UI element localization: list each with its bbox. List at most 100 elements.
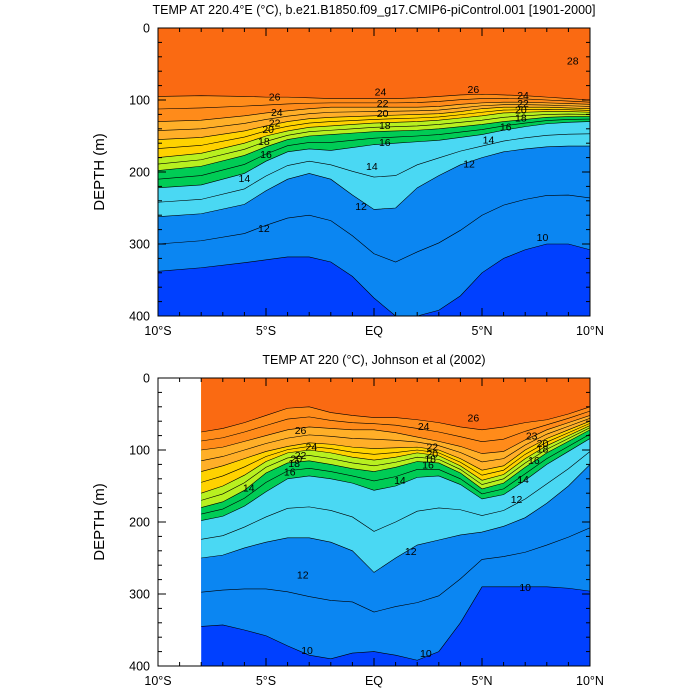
contour-label: 10 <box>519 582 531 594</box>
contour-label: 14 <box>243 482 255 494</box>
contour-line <box>158 104 590 131</box>
contour-label: 23 <box>526 431 538 443</box>
contour-label: 10 <box>301 645 313 657</box>
y-tick-label: 400 <box>129 660 150 674</box>
contour-label: 14 <box>483 135 495 147</box>
x-tick-label: EQ <box>365 674 383 688</box>
contour-label: 18 <box>515 112 527 124</box>
model-axes: 10°S 5°S EQ 5°N 10°N 0 100 200 300 400 <box>129 22 604 339</box>
contour-label: 18 <box>424 454 436 466</box>
contour-line <box>158 109 590 149</box>
contour-line <box>158 116 590 171</box>
contour-line <box>201 429 590 508</box>
observation-panel: TEMP AT 220 (°C), Johnson et al (2002) 2… <box>91 353 604 688</box>
y-tick-label: 0 <box>143 372 150 386</box>
contour-label: 18 <box>258 136 270 148</box>
contour-label: 16 <box>260 149 272 161</box>
contour-line <box>158 93 590 101</box>
contour-label: 24 <box>271 107 283 119</box>
y-tick-label: 0 <box>143 22 150 36</box>
contour-line <box>158 133 590 203</box>
contour-label: 18 <box>379 120 391 132</box>
contour-line <box>158 106 590 140</box>
observation-contour-lines <box>201 406 590 661</box>
model-panel: TEMP AT 220.4°E (°C), b.e21.B1850.f09_g1… <box>91 3 604 338</box>
model-panel-title: TEMP AT 220.4°E (°C), b.e21.B1850.f09_g1… <box>153 3 596 17</box>
x-tick-label: 10°S <box>144 324 171 338</box>
contour-label: 26 <box>468 84 480 96</box>
contour-label: 26 <box>295 425 307 437</box>
contour-line <box>158 145 590 217</box>
contour-label: 18 <box>288 458 300 470</box>
x-tick-label: EQ <box>365 324 383 338</box>
contour-label: 20 <box>262 124 274 136</box>
band-fill <box>158 28 590 100</box>
contour-line <box>158 194 590 263</box>
contour-line <box>201 433 590 515</box>
y-tick-label: 400 <box>129 310 150 324</box>
contour-label: 12 <box>355 201 367 213</box>
contour-line <box>158 98 590 110</box>
contour-label: 16 <box>284 467 296 479</box>
x-tick-label: 5°S <box>256 324 276 338</box>
x-tick-label: 10°S <box>144 674 171 688</box>
observation-contour-labels: 2624222018161426242220181614232018161412… <box>243 413 549 660</box>
y-tick-label: 100 <box>129 444 150 458</box>
contour-line <box>201 406 590 433</box>
contour-line <box>158 111 590 158</box>
contour-label: 20 <box>515 104 527 116</box>
contour-label: 22 <box>269 117 281 129</box>
contour-label: 16 <box>379 137 391 149</box>
contour-label: 22 <box>517 98 529 110</box>
contour-label: 20 <box>290 454 302 466</box>
contour-label: 10 <box>420 648 432 660</box>
contour-label: 16 <box>500 122 512 134</box>
contour-label: 14 <box>239 173 251 185</box>
contour-line <box>201 410 590 443</box>
x-tick-label: 5°N <box>472 674 493 688</box>
contour-line <box>201 586 590 661</box>
observation-panel-title: TEMP AT 220 (°C), Johnson et al (2002) <box>262 353 485 367</box>
y-tick-label: 300 <box>129 588 150 602</box>
contour-line <box>201 418 590 463</box>
contour-line <box>201 527 590 613</box>
contour-label: 14 <box>366 161 378 173</box>
contour-line <box>201 427 590 501</box>
contour-label: 26 <box>269 91 281 103</box>
contour-line <box>158 121 590 189</box>
contour-line <box>201 438 590 521</box>
y-tick-label: 100 <box>129 94 150 108</box>
x-tick-label: 5°N <box>472 324 493 338</box>
contour-label: 16 <box>422 459 434 471</box>
contour-label: 16 <box>528 455 540 467</box>
contour-label: 24 <box>306 441 318 453</box>
model-y-axis-label: DEPTH (m) <box>91 133 108 211</box>
contour-label: 24 <box>418 421 430 433</box>
contour-label: 20 <box>426 449 438 461</box>
contour-label: 12 <box>511 494 523 506</box>
y-tick-label: 300 <box>129 238 150 252</box>
contour-line <box>201 420 590 472</box>
observation-axes: 10°S 5°S EQ 5°N 10°N 0 100 200 300 400 <box>129 372 604 689</box>
y-tick-label: 200 <box>129 166 150 180</box>
contour-label: 12 <box>405 546 417 558</box>
contour-line <box>158 101 590 122</box>
x-tick-label: 10°N <box>576 324 604 338</box>
contour-line <box>158 113 590 165</box>
contour-line <box>201 425 590 494</box>
contour-label: 22 <box>377 98 389 110</box>
contour-label: 28 <box>567 55 579 67</box>
observation-contour-fills <box>201 378 590 666</box>
x-tick-label: 10°N <box>576 674 604 688</box>
contour-label: 24 <box>517 90 529 102</box>
model-contour-fills <box>158 28 590 316</box>
contour-line <box>201 415 590 454</box>
x-tick-label: 5°S <box>256 674 276 688</box>
contour-label: 26 <box>468 413 480 425</box>
model-contour-lines <box>158 93 590 316</box>
contour-label: 22 <box>426 441 438 453</box>
band-fill <box>201 378 590 432</box>
contour-label: 24 <box>375 86 387 98</box>
